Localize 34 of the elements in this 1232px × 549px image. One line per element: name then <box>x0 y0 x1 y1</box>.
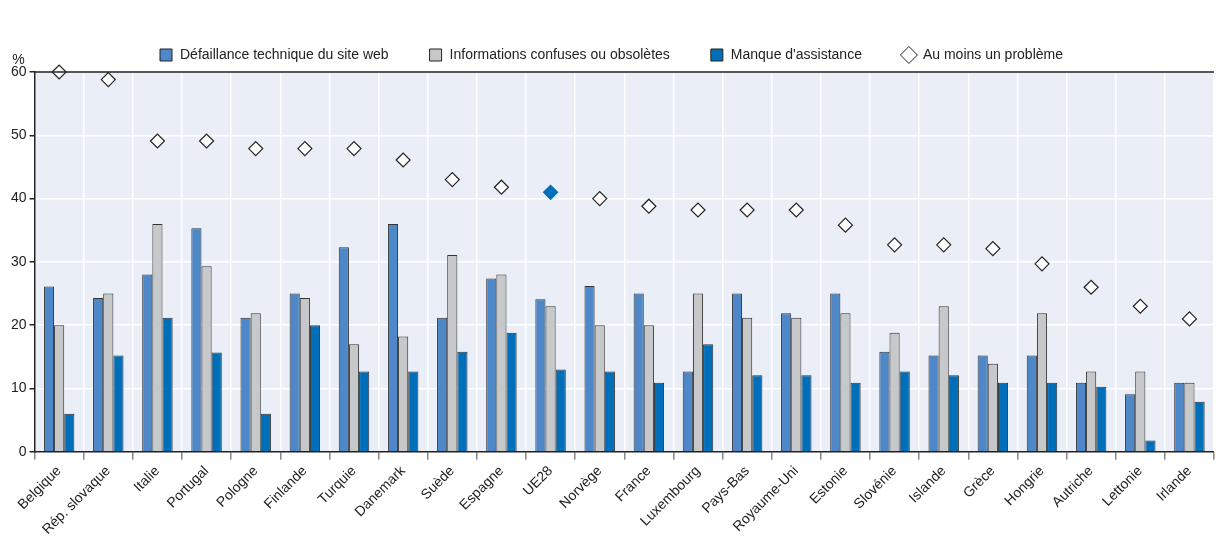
legend-label: Défaillance technique du site web <box>180 45 389 62</box>
y-tick-label: 40 <box>10 189 27 206</box>
point <box>542 184 559 200</box>
point <box>837 217 854 233</box>
point <box>1132 298 1148 314</box>
point <box>1181 311 1198 327</box>
legend-label: Informations confuses ou obsolètes <box>449 45 670 62</box>
y-tick-label: 10 <box>10 379 27 396</box>
point <box>1083 279 1099 295</box>
point <box>444 172 460 188</box>
point <box>592 191 608 207</box>
point <box>1034 256 1050 272</box>
point <box>739 202 755 218</box>
point <box>690 202 706 218</box>
point <box>149 133 166 149</box>
point <box>395 152 411 168</box>
point <box>198 133 215 149</box>
point <box>100 72 116 88</box>
point <box>346 141 362 157</box>
point <box>985 241 1001 257</box>
point <box>641 198 657 214</box>
point <box>493 179 510 195</box>
point <box>936 237 952 253</box>
y-tick-label: 0 <box>18 442 27 459</box>
y-tick-label: 50 <box>10 126 27 143</box>
legend-label: Au moins un problème <box>922 45 1064 62</box>
point <box>297 141 313 157</box>
y-axis-title: % <box>12 50 25 67</box>
point <box>886 237 903 253</box>
legend-label: Manque d'assistance <box>730 45 863 62</box>
point <box>248 141 264 157</box>
y-tick-label: 30 <box>10 252 27 269</box>
y-tick-label: 20 <box>10 316 27 333</box>
point <box>788 202 804 218</box>
